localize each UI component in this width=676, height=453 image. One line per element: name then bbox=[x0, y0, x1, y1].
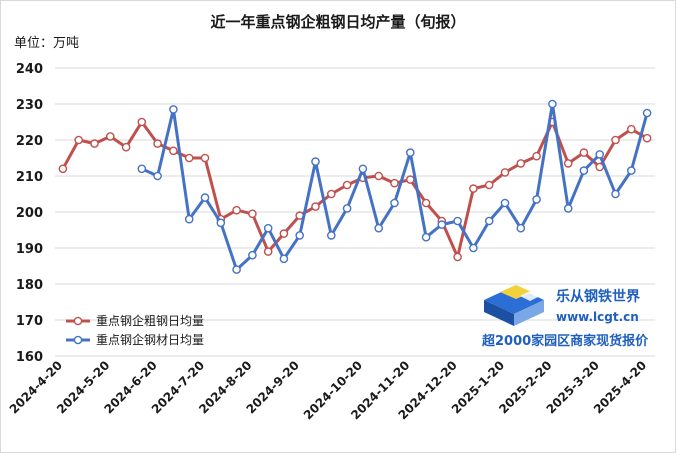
legend-label-steel-products: 重点钢企钢材日均量 bbox=[96, 332, 204, 347]
data-point bbox=[169, 105, 178, 114]
data-point bbox=[642, 108, 652, 118]
watermark-slogan: 超2000家园区商家现货报价 bbox=[482, 333, 649, 349]
y-tick-label: 240 bbox=[16, 62, 43, 77]
data-point bbox=[500, 168, 510, 177]
y-tick-label: 190 bbox=[16, 242, 43, 257]
y-tick-label: 230 bbox=[16, 98, 43, 113]
legend-label-crude-steel: 重点钢企粗钢日均量 bbox=[96, 313, 204, 328]
series-group bbox=[58, 99, 652, 274]
data-point bbox=[421, 232, 431, 242]
chart-title: 近一年重点钢企粗钢日均产量（旬报） bbox=[210, 13, 465, 31]
y-tick-label: 160 bbox=[16, 350, 43, 365]
legend-marker-steel-products bbox=[73, 335, 83, 345]
legend-item-steel-products: 重点钢企钢材日均量 bbox=[66, 332, 204, 347]
data-point bbox=[500, 198, 510, 208]
data-point bbox=[563, 204, 573, 213]
data-point bbox=[184, 214, 194, 224]
x-axis: 2024-4-202024-5-202024-6-202024-7-202024… bbox=[7, 358, 649, 422]
data-point bbox=[279, 254, 289, 264]
watermark-logo bbox=[484, 285, 544, 326]
data-point bbox=[326, 189, 336, 199]
data-point bbox=[374, 223, 384, 233]
data-point bbox=[311, 157, 320, 166]
data-point bbox=[121, 142, 131, 152]
data-point bbox=[469, 243, 478, 253]
data-point bbox=[405, 148, 415, 157]
data-point bbox=[184, 153, 194, 163]
data-point bbox=[374, 171, 384, 181]
data-point bbox=[326, 231, 336, 240]
watermark: 乐从钢铁世界 www.lcgt.cn 超2000家园区商家现货报价 bbox=[482, 285, 649, 349]
data-point bbox=[627, 124, 636, 134]
data-point bbox=[279, 229, 289, 238]
data-point bbox=[579, 166, 589, 175]
y-tick-label: 170 bbox=[16, 314, 43, 329]
data-point bbox=[469, 184, 478, 193]
data-point bbox=[169, 146, 178, 156]
data-point bbox=[58, 164, 68, 174]
data-point bbox=[484, 216, 494, 226]
data-point bbox=[453, 216, 462, 226]
data-point bbox=[484, 180, 494, 190]
data-point bbox=[358, 164, 368, 174]
legend: 重点钢企粗钢日均量 重点钢企钢材日均量 bbox=[66, 313, 204, 347]
watermark-name: 乐从钢铁世界 bbox=[556, 288, 641, 305]
data-point bbox=[627, 166, 636, 175]
legend-item-crude-steel: 重点钢企粗钢日均量 bbox=[66, 313, 204, 328]
data-point bbox=[421, 198, 431, 208]
data-point bbox=[153, 171, 162, 181]
y-tick-label: 180 bbox=[16, 278, 43, 293]
data-point bbox=[232, 205, 241, 215]
data-point bbox=[548, 99, 557, 109]
data-point bbox=[153, 139, 162, 148]
y-tick-label: 220 bbox=[16, 134, 43, 149]
data-point bbox=[248, 250, 257, 260]
data-point bbox=[263, 223, 273, 233]
unit-label: 单位：万吨 bbox=[14, 36, 79, 51]
data-point bbox=[390, 178, 399, 188]
data-point bbox=[579, 148, 589, 157]
y-axis: 160 170 180 190 200 210 220 230 240 bbox=[16, 62, 43, 365]
data-point bbox=[90, 139, 99, 148]
data-point bbox=[200, 153, 210, 163]
data-point bbox=[137, 117, 147, 127]
data-point bbox=[642, 133, 652, 143]
data-point bbox=[200, 193, 210, 202]
data-point bbox=[232, 265, 241, 274]
data-point bbox=[74, 135, 83, 145]
data-point bbox=[532, 195, 541, 204]
data-point bbox=[342, 180, 352, 190]
data-point bbox=[611, 189, 620, 199]
data-point bbox=[248, 209, 257, 219]
series-steel-products bbox=[137, 99, 652, 274]
data-point bbox=[516, 159, 526, 168]
data-point bbox=[453, 252, 462, 262]
data-point bbox=[263, 247, 273, 256]
data-point bbox=[390, 198, 399, 208]
data-point bbox=[311, 202, 320, 211]
data-point bbox=[563, 159, 573, 168]
legend-marker-crude-steel bbox=[73, 316, 83, 326]
data-point bbox=[405, 175, 415, 184]
data-point bbox=[137, 164, 147, 174]
data-point bbox=[611, 135, 620, 145]
data-point bbox=[106, 132, 115, 141]
data-point bbox=[532, 151, 541, 161]
data-point bbox=[342, 204, 352, 213]
data-point bbox=[437, 220, 447, 229]
data-point bbox=[516, 223, 526, 233]
y-tick-label: 210 bbox=[16, 170, 43, 185]
data-point bbox=[595, 150, 605, 159]
watermark-url: www.lcgt.cn bbox=[556, 310, 639, 324]
data-point bbox=[295, 231, 305, 240]
data-point bbox=[216, 218, 226, 228]
series-crude-steel bbox=[58, 117, 652, 262]
y-tick-label: 200 bbox=[16, 206, 43, 221]
gridlines bbox=[55, 67, 655, 357]
